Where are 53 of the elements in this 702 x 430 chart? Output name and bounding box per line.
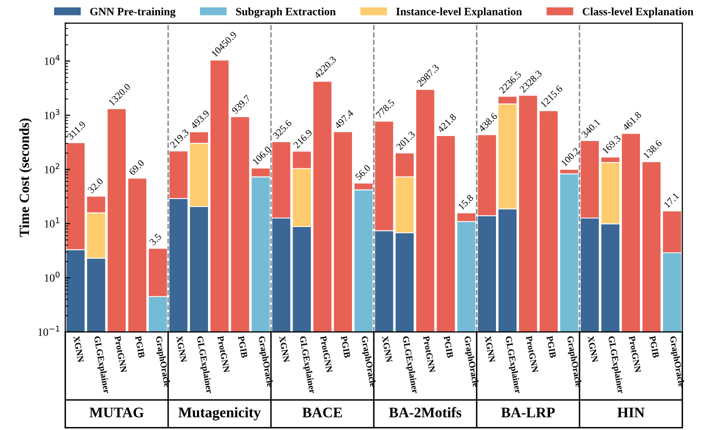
x-tick-label: XGNN (588, 336, 598, 363)
text: BACE (302, 408, 342, 418)
total-label: 32.0 (87, 178, 104, 194)
x-tick-label: GLGExplainer (298, 336, 316, 394)
text: BA-LRP (501, 408, 555, 418)
x-tick-label: GraphOracle (360, 336, 376, 388)
text: MUTAG (90, 408, 144, 418)
total-label: 56.0 (354, 164, 371, 180)
x-tick-label: PGIB (546, 336, 556, 358)
x-tick-label: XGNN (73, 336, 84, 363)
text: Mutagenicity (178, 407, 261, 420)
x-tick-label: GLGExplainer (504, 336, 522, 394)
y-tick-label: 10$^{0}$ (44, 272, 60, 282)
x-tick-label: GLGExplainer (92, 336, 110, 394)
y-tick-label: 10$^{1}$ (44, 217, 60, 228)
x-tick-label: GraphOracle (154, 336, 171, 388)
x-tick-label: GraphOracle (462, 336, 480, 388)
x-tick-label: PGIB (238, 336, 248, 358)
x-tick-label: GraphOracle (668, 336, 686, 388)
total-label: 15.8 (458, 194, 474, 210)
x-tick-label: PGIB (649, 336, 660, 358)
y-tick-label: 10$^{2}$ (44, 163, 60, 174)
y-tick-label: 10$^{4}$ (44, 54, 60, 65)
text: HIN (617, 408, 645, 418)
x-tick-label: GLGExplainer (400, 336, 419, 394)
legend-label: Subgraph Extraction (236, 8, 336, 18)
x-tick-label: XGNN (279, 336, 290, 363)
x-tick-label: GLGExplainer (195, 336, 214, 394)
x-tick-label: ProtGNN (526, 336, 538, 373)
x-tick-label: ProtGNN (423, 336, 436, 373)
x-tick-label: XGNN (382, 336, 392, 363)
x-tick-label: ProtGNN (628, 336, 642, 373)
x-tick-label: GraphOracle (565, 336, 582, 388)
y-tick-label: 10$^{−1}$ (38, 326, 60, 336)
x-tick-label: PGIB (340, 336, 350, 358)
total-label: 3.5 (149, 233, 162, 246)
legend-label: Instance-level Explanation (396, 8, 522, 18)
x-tick-label: GraphOracle (256, 336, 274, 388)
text: BA-2Motifs (389, 407, 462, 418)
total-label: 17.1 (664, 192, 680, 208)
x-tick-label: XGNN (176, 336, 187, 363)
y-axis-title: Time Cost (seconds) (19, 118, 32, 238)
x-tick-label: PGIB (444, 336, 454, 358)
x-tick-label: ProtGNN (320, 336, 333, 373)
y-tick-label: 10$^{3}$ (44, 109, 60, 120)
x-tick-label: GLGExplainer (606, 336, 624, 394)
legend-label: Class-level Explanation (582, 8, 694, 18)
legend-label: GNN Pre-training (90, 8, 176, 18)
x-tick-label: ProtGNN (217, 336, 230, 373)
x-tick-label: XGNN (484, 336, 496, 363)
x-tick-label: ProtGNN (114, 336, 127, 373)
total-label: 69.0 (128, 159, 145, 176)
x-tick-label: PGIB (135, 336, 145, 358)
